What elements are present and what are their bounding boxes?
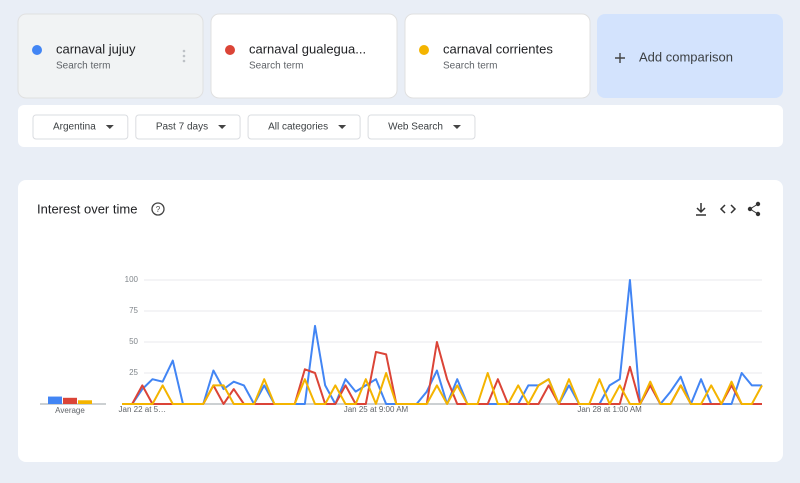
dropdown-arrow xyxy=(452,125,461,129)
y-tick-label: 75 xyxy=(129,306,138,315)
y-tick-label: 100 xyxy=(125,275,139,284)
help-icon[interactable] xyxy=(151,202,165,216)
filter-label: Argentina xyxy=(53,122,96,133)
term-card[interactable] xyxy=(404,13,591,99)
dropdown-arrow xyxy=(105,125,114,129)
term-subtitle: Search term xyxy=(443,61,497,72)
chart-card xyxy=(18,180,783,462)
term-dot xyxy=(32,45,42,55)
dropdown-arrow xyxy=(218,125,227,129)
plus-icon xyxy=(615,53,625,63)
term-name: carnaval corrientes xyxy=(443,41,553,56)
share-icon[interactable] xyxy=(747,201,761,217)
term-subtitle: Search term xyxy=(249,61,303,72)
filter-button[interactable] xyxy=(32,114,129,140)
card-title: Interest over time xyxy=(37,201,137,216)
filter-label: Past 7 days xyxy=(156,122,208,133)
term-dot xyxy=(225,45,235,55)
download-icon[interactable] xyxy=(696,203,706,216)
filter-chip: All categories xyxy=(247,114,361,140)
embed-icon[interactable] xyxy=(719,204,737,214)
filter-label: All categories xyxy=(268,122,328,133)
filter-button[interactable] xyxy=(367,114,476,140)
filter-button[interactable] xyxy=(247,114,361,140)
filter-button[interactable] xyxy=(135,114,241,140)
x-tick-label: Jan 22 at 5… xyxy=(119,405,167,414)
average-bar xyxy=(63,397,77,404)
add-comparison-card[interactable] xyxy=(597,14,783,98)
filter-label: Web Search xyxy=(388,122,443,133)
average-bar xyxy=(48,396,62,404)
term-name: carnaval jujuy xyxy=(56,41,136,56)
term-name: carnaval gualegua... xyxy=(249,41,366,56)
add-comparison[interactable]: Add comparison xyxy=(639,49,733,64)
average-bar xyxy=(78,400,92,404)
term-card[interactable] xyxy=(17,13,204,99)
x-tick-label: Jan 28 at 1:00 AM xyxy=(577,405,642,414)
dropdown-arrow xyxy=(338,125,347,129)
term-subtitle: Search term xyxy=(56,61,110,72)
filter-chip: Web Search xyxy=(367,114,476,140)
y-tick-label: 25 xyxy=(129,368,138,377)
series-line xyxy=(122,372,763,405)
filter-chip: Past 7 days xyxy=(135,114,241,140)
term-card[interactable] xyxy=(210,13,398,99)
y-tick-label: 50 xyxy=(129,337,138,346)
help-glyph: ? xyxy=(156,205,161,214)
filter-chip: Argentina xyxy=(32,114,129,140)
x-tick-label: Jan 25 at 9:00 AM xyxy=(344,405,409,414)
average-label: Average xyxy=(55,406,85,415)
more-icon[interactable] xyxy=(182,49,186,63)
term-dot xyxy=(419,45,429,55)
